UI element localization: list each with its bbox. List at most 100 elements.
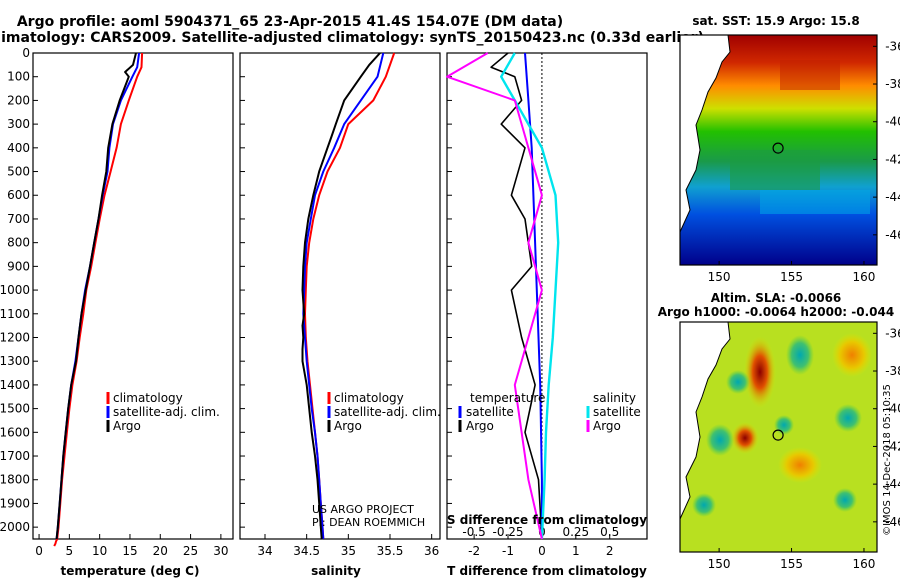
legend-argo-label: Argo — [113, 419, 141, 433]
sla-map-title-line-2: Argo h1000: -0.0064 h2000: -0.044 — [658, 305, 894, 319]
lat-tick-label: -42 — [885, 439, 900, 453]
t-difference-axis-label: T difference from climatology — [447, 564, 647, 578]
salinity-tick-label: 34.5 — [293, 544, 320, 558]
legend-climatology-label: climatology — [113, 391, 183, 405]
lon-tick-label: 155 — [780, 557, 803, 571]
series-line-temperature-argo — [490, 52, 543, 540]
sla-argo-location-marker — [772, 429, 784, 441]
legend-climatology-label: climatology — [334, 391, 404, 405]
t-difference-tick-label: 0 — [538, 544, 546, 558]
depth-tick-label: 500 — [7, 165, 30, 179]
temperature-tick-label: 20 — [153, 544, 168, 558]
depth-tick-label: 1400 — [0, 378, 30, 392]
s-difference-tick-label: -0.5 — [462, 525, 485, 539]
depth-tick-label: 900 — [7, 259, 30, 273]
sla-lon-tick-labels: 150 155 160 — [708, 548, 875, 571]
temperature-tick-label: 0 — [35, 544, 43, 558]
t-difference-tick-labels: -2 -1 0 1 2 — [447, 52, 614, 558]
s-difference-axis-label: S difference from climatology — [447, 513, 647, 527]
salinity-series — [301, 52, 396, 540]
sst-lon-tick-labels: 150 155 160 — [708, 261, 876, 284]
series-line-argo — [55, 52, 137, 540]
t-difference-tick-label: -2 — [468, 544, 480, 558]
series-line-salinity-satellite — [500, 52, 560, 540]
t-difference-tick-label: 2 — [606, 544, 614, 558]
temperature-tick-label: 15 — [122, 544, 137, 558]
salinity-tick-labels: 34 34.5 35 35.5 36 — [240, 52, 439, 558]
lon-tick-label: 160 — [853, 270, 876, 284]
legend-s-argo-label: Argo — [593, 419, 621, 433]
series-line-salinity-argo — [446, 52, 543, 540]
salinity-axis-label: salinity — [311, 564, 361, 578]
lat-tick-label: -44 — [885, 477, 900, 491]
s-difference-tick-label: 0.25 — [562, 525, 589, 539]
s-difference-tick-label: -0.25 — [492, 525, 523, 539]
lat-tick-label: -40 — [885, 115, 900, 129]
depth-tick-label: 300 — [7, 117, 30, 131]
temperature-legend: climatology satellite-adj. clim. Argo — [106, 391, 220, 433]
sst-argo-location-marker — [772, 142, 784, 154]
salinity-panel: 34 34.5 35 35.5 36 climatology satellite-adj… — [239, 52, 441, 578]
depth-tick-label: 1100 — [0, 307, 30, 321]
s-difference-tick-labels: -0.5 -0.25 0 0.25 0.5 — [462, 525, 619, 539]
salinity-tick-label: 35 — [341, 544, 356, 558]
depth-tick-label: 200 — [7, 93, 30, 107]
temperature-axes-frame — [32, 52, 234, 540]
temperature-series — [53, 52, 144, 547]
sla-map-field — [679, 321, 877, 552]
lat-tick-label: -36 — [885, 39, 900, 53]
depth-tick-label: 600 — [7, 188, 30, 202]
difference-axes-frame — [446, 52, 648, 540]
sst-map-panel: sat. SST: 15.9 Argo: 15.8 -36 -38 -40 -42 -4… — [679, 14, 900, 284]
salinity-tick-label: 35.5 — [377, 544, 404, 558]
salinity-legend: climatology satellite-adj. clim. Argo — [327, 391, 441, 433]
lat-tick-label: -44 — [885, 190, 900, 204]
difference-panel: -2 -1 0 1 2 -0.5 -0.25 0 0.25 0.5 temperature sa… — [446, 52, 648, 578]
legend-t-argo-label: Argo — [466, 419, 494, 433]
depth-tick-label: 1700 — [0, 449, 30, 463]
sst-lat-tick-labels: -36 -38 -40 -42 -44 -46 — [873, 39, 900, 242]
depth-tick-label: 1900 — [0, 496, 30, 510]
depth-tick-label: 1500 — [0, 402, 30, 416]
depth-tick-label: 0 — [22, 46, 30, 60]
title-line-1: Argo profile: aoml 5904371_65 23-Apr-201… — [17, 14, 563, 30]
depth-tick-labels: 0 100 200 300 400 500 600 700 800 900 1000 1100 1200… — [0, 46, 38, 534]
legend-s-satellite-label: satellite — [593, 405, 641, 419]
imos-watermark: ©IMOS 14-Dec-2018 05:10:35 — [882, 384, 893, 536]
salinity-tick-label: 36 — [424, 544, 439, 558]
sst-map-field — [679, 34, 877, 265]
temperature-tick-label: 10 — [92, 544, 107, 558]
legend-t-satellite-label: satellite — [466, 405, 514, 419]
depth-tick-label: 2000 — [0, 520, 30, 534]
difference-legend: temperature satellite Argo salinity sate… — [458, 391, 641, 433]
t-difference-tick-label: -1 — [502, 544, 514, 558]
credit-line-2: PI: DEAN ROEMMICH — [312, 516, 425, 529]
temperature-tick-labels: 0 5 10 15 20 25 30 — [35, 534, 229, 558]
temperature-tick-label: 25 — [183, 544, 198, 558]
depth-tick-label: 100 — [7, 70, 30, 84]
credit-line-1: US ARGO PROJECT — [312, 503, 414, 516]
sla-lat-tick-labels: -36 -38 -40 -42 -44 -46 — [873, 326, 900, 529]
sst-map-frame — [679, 34, 878, 266]
legend-temperature-heading: temperature — [470, 391, 545, 405]
depth-tick-label: 700 — [7, 212, 30, 226]
sla-map-title-line-1: Altim. SLA: -0.0066 — [711, 291, 842, 305]
salinity-tick-label: 34 — [257, 544, 272, 558]
depth-tick-label: 1000 — [0, 283, 30, 297]
lat-tick-label: -42 — [885, 152, 900, 166]
lat-tick-label: -40 — [885, 402, 900, 416]
legend-satellite-label: satellite-adj. clim. — [113, 405, 220, 419]
lat-tick-label: -46 — [885, 515, 900, 529]
lon-tick-label: 155 — [780, 270, 803, 284]
depth-tick-label: 1200 — [0, 330, 30, 344]
lat-tick-label: -46 — [885, 228, 900, 242]
temperature-panel: 0100200300400500600700800900100011001200… — [0, 46, 234, 578]
lat-tick-label: -36 — [885, 326, 900, 340]
difference-series — [446, 52, 560, 540]
t-difference-tick-label: 1 — [572, 544, 580, 558]
temperature-tick-label: 30 — [213, 544, 228, 558]
legend-satellite-label: satellite-adj. clim. — [334, 405, 441, 419]
depth-tick-label: 800 — [7, 236, 30, 250]
depth-tick-label: 400 — [7, 141, 30, 155]
lon-tick-label: 150 — [708, 557, 731, 571]
